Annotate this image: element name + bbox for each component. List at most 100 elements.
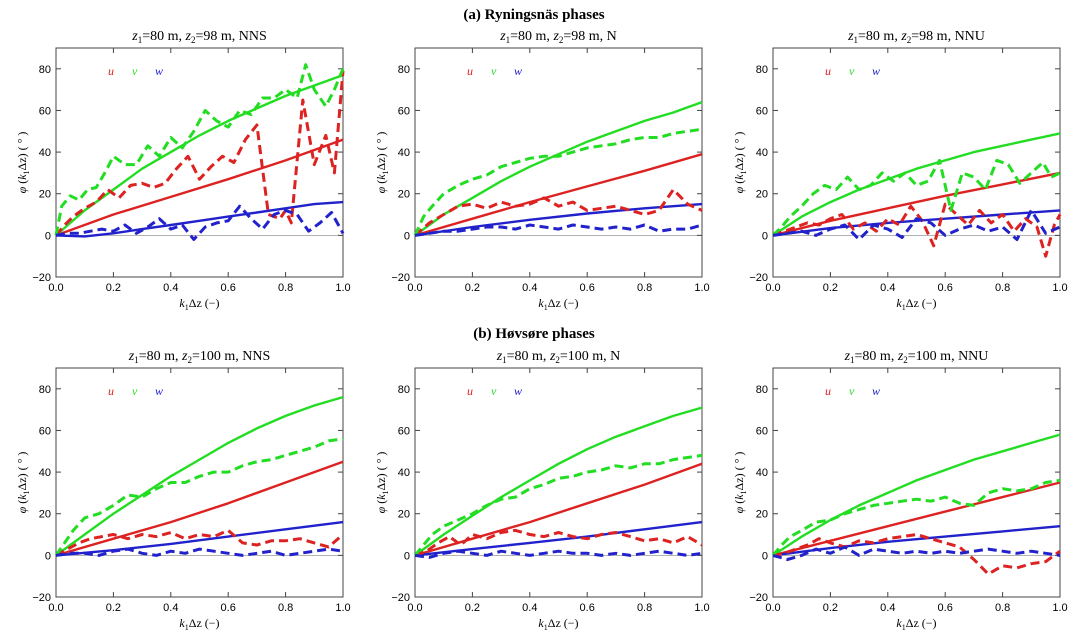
legend-v: v [132,64,138,78]
x-axis-label: k1Δz (−) [179,616,219,632]
x-tick-label: 0.6 [938,602,953,614]
x-tick-label: 0.0 [48,602,63,614]
x-tick-label: 0.0 [407,282,422,294]
series-w-model [414,202,703,237]
series-u-model [55,138,344,237]
x-axis-label: k1Δz (−) [538,616,578,632]
legend-u: u [467,64,473,78]
x-tick-label: 0.8 [278,602,293,614]
series-v-model [414,406,703,557]
x-tick-label: 1.0 [1052,282,1067,294]
x-axis-label: k1Δz (−) [896,296,936,312]
y-tick-label: 20 [398,509,410,521]
panel-title: z1=80 m, z2=100 m, NNU [844,349,989,365]
y-tick-label: 40 [756,147,768,159]
series-u-model [772,481,1061,557]
y-tick-label: 60 [398,425,410,437]
x-tick-label: 0.6 [938,282,953,294]
chart-panel-5: z1=80 m, z2=100 m, N 0.0 0.2 0.4 0.6 0.8 1.0 −2… [374,349,710,632]
x-tick-label: 0.2 [465,602,480,614]
y-tick-label: 40 [398,467,410,479]
panel-title: z1=80 m, z2=100 m, NNS [128,349,271,365]
y-tick-label: 40 [39,147,51,159]
series-w-measured [414,549,703,559]
chart-panel-2: z1=80 m, z2=98 m, N 0.0 0.2 0.4 0.6 0.8 1.0 −20… [374,29,710,312]
series-w-model [55,200,344,238]
series-w-model [55,520,344,557]
y-tick-label: 0 [404,230,410,242]
y-tick-label: 40 [756,467,768,479]
series-w-measured [55,204,345,241]
series-v-model [414,100,703,237]
y-tick-label: −20 [749,272,768,284]
y-tick-label: 0 [45,230,51,242]
y-tick-label: 60 [398,105,410,117]
chart-panel-3: z1=80 m, z2=98 m, NNU 0.0 0.2 0.4 0.6 0.8 1.0 −… [732,29,1068,312]
x-tick-label: 0.0 [48,282,63,294]
series-w-model [414,520,703,557]
y-axis-label: φ (k1Δz) ( ° ) [732,452,748,514]
x-tick-label: 1.0 [335,282,350,294]
series-v-model [772,132,1061,237]
legend-u: u [108,384,114,398]
x-tick-label: 1.0 [694,282,709,294]
series-v-model [55,73,344,237]
series-v-measured [771,158,1061,237]
x-tick-label: 0.4 [522,282,537,294]
y-tick-label: 0 [762,550,768,562]
x-tick-label: 1.0 [1052,602,1067,614]
legend-w: w [872,384,880,398]
y-tick-label: 60 [39,105,51,117]
y-axis-label: φ (k1Δz) ( ° ) [15,132,31,194]
y-tick-label: 60 [39,425,51,437]
x-tick-label: 0.4 [880,282,895,294]
plot-frame [414,367,703,598]
panel-title: z1=80 m, z2=98 m, N [499,29,617,45]
x-tick-label: 0.8 [995,602,1010,614]
y-tick-label: 60 [756,425,768,437]
y-tick-label: −20 [391,592,410,604]
plot-frame [55,367,344,598]
chart-panel-4: z1=80 m, z2=100 m, NNS 0.0 0.2 0.4 0.6 0.8 1.0… [15,349,351,632]
series-w-measured [55,547,344,557]
series-w-measured [772,545,1061,561]
y-tick-label: −20 [32,592,51,604]
y-tick-label: 0 [45,550,51,562]
y-axis-label: φ (k1Δz) ( ° ) [374,452,390,514]
section-a-title: (a) Ryningsnäs phases [463,7,604,23]
series-v-measured [54,63,345,236]
series-u-model [414,153,703,237]
series-u-measured [54,70,345,237]
series-v-measured [771,478,1061,557]
series-u-measured [414,528,703,557]
series-w-measured [414,223,703,237]
legend-w: w [155,64,163,78]
y-tick-label: 20 [39,509,51,521]
y-axis-label: φ (k1Δz) ( ° ) [374,132,390,194]
y-tick-label: 20 [398,189,410,201]
x-tick-label: 0.2 [465,282,480,294]
series-v-measured [413,127,703,237]
x-tick-label: 0.4 [163,602,178,614]
chart-panel-1: z1=80 m, z2=98 m, NNS 0.0 0.2 0.4 0.6 0.8 1.0 −… [15,29,351,312]
x-tick-label: 0.8 [637,602,652,614]
series-w-model [772,209,1061,237]
y-tick-label: 80 [39,384,51,396]
x-tick-label: 0.2 [106,602,121,614]
x-tick-label: 0.6 [580,282,595,294]
y-tick-label: 80 [398,384,410,396]
legend-v: v [132,384,138,398]
x-tick-label: 0.6 [221,602,236,614]
legend-u: u [467,384,473,398]
legend-v: v [491,384,497,398]
x-tick-label: 0.8 [278,282,293,294]
series-u-measured [414,188,703,237]
legend-v: v [849,64,855,78]
y-tick-label: 0 [762,230,768,242]
y-tick-label: 20 [756,189,768,201]
y-tick-label: 60 [756,105,768,117]
plot-frame [772,367,1061,598]
series-v-model [55,395,344,557]
legend-w: w [514,64,522,78]
